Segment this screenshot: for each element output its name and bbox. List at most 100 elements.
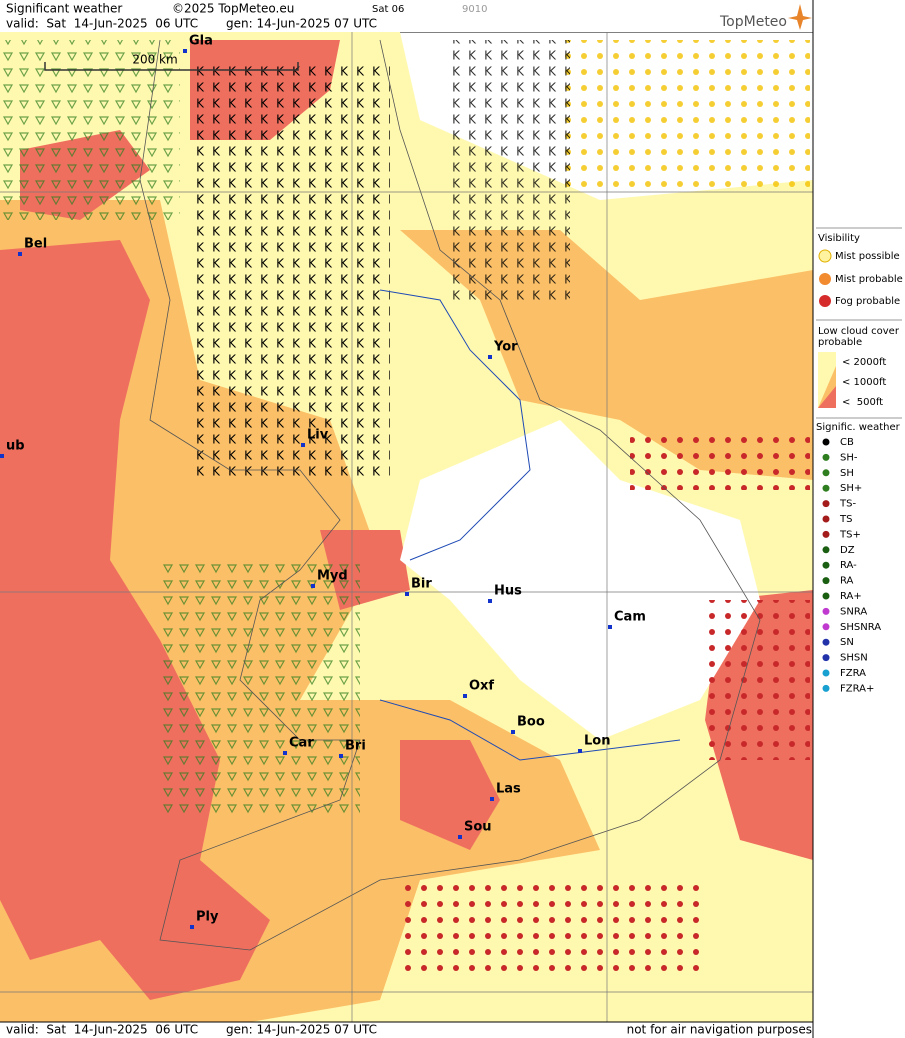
- shower-area-2: [160, 560, 360, 820]
- legend-title: Low cloud cover probable: [818, 326, 900, 348]
- legend-item: FZRA+: [840, 683, 874, 694]
- legend-item: Mist probable: [835, 274, 903, 285]
- fog-dots-ne: [630, 430, 810, 490]
- city-marker: [578, 749, 582, 753]
- footer-gen: gen: 14-Jun-2025 07 UTC: [226, 1023, 377, 1037]
- city-marker: [183, 49, 187, 53]
- header: Significant weather ©2025 TopMeteo.eu Sa…: [0, 0, 813, 32]
- city-label: Oxf: [469, 679, 494, 694]
- legend-symbol: [822, 530, 830, 538]
- city-marker: [608, 625, 612, 629]
- low-cloud-500f: [400, 740, 500, 850]
- legend: Visibility Mist possible Mist probable F…: [812, 0, 903, 1038]
- city-label: Car: [289, 736, 314, 751]
- city-marker: [511, 730, 515, 734]
- city-labels: Gla Bel Yor Liv ub Myd Bir Hus Cam Oxf Boo Car Bri Lo…: [0, 34, 646, 929]
- legend-symbol: [822, 577, 830, 585]
- legend-item: FZRA: [840, 668, 866, 679]
- city-label: ub: [6, 439, 25, 454]
- city-marker: [405, 592, 409, 596]
- city-label: Las: [496, 782, 521, 797]
- legend-symbol: [822, 669, 830, 677]
- city-label: Liv: [307, 428, 329, 443]
- legend-title: Signific. weather: [816, 422, 901, 433]
- legend-item: TS+: [839, 529, 861, 540]
- legend-item: < 1000ft: [842, 377, 886, 388]
- legend-item: SH: [840, 468, 854, 479]
- legend-symbol: [822, 623, 830, 631]
- coastline: [139, 39, 761, 951]
- city-marker: [458, 835, 462, 839]
- legend-item: Fog probable: [835, 296, 900, 307]
- mist-dots: [560, 40, 810, 190]
- legend-item: CB: [840, 437, 854, 448]
- legend-item: TS: [839, 514, 852, 525]
- run: Sat 06: [372, 4, 404, 15]
- city-label: Bel: [24, 237, 47, 252]
- legend-item: SN: [840, 637, 854, 648]
- legend-symbol: [822, 500, 830, 508]
- city-marker: [488, 599, 492, 603]
- city-label: Hus: [494, 584, 522, 599]
- legend-item: SH+: [840, 483, 862, 494]
- code: 9010: [462, 4, 487, 15]
- clear-land: [400, 420, 760, 740]
- legend-symbol: [822, 546, 830, 554]
- legend-item: SHSNRA: [840, 622, 881, 633]
- legend-symbol: [822, 638, 830, 646]
- scale-bar: [44, 62, 299, 71]
- footer-valid: valid: Sat 14-Jun-2025 06 UTC: [6, 1023, 198, 1037]
- legend-item: RA+: [840, 591, 862, 602]
- city-label: Yor: [493, 340, 518, 355]
- logo: [788, 4, 812, 30]
- scale-label: 200 km: [132, 53, 177, 67]
- shower-area: [0, 40, 180, 220]
- ts-area: [190, 60, 390, 480]
- legend-item: < 2000ft: [842, 357, 886, 368]
- brand: TopMeteo: [719, 14, 787, 30]
- city-marker: [190, 925, 194, 929]
- legend-item: RA: [840, 576, 854, 587]
- city-label: Gla: [189, 34, 213, 49]
- map: 200 km: [0, 31, 814, 1023]
- legend-title: Visibility: [818, 233, 860, 244]
- city-marker: [490, 797, 494, 801]
- legend-symbol: [822, 438, 830, 446]
- legend-symbol: [822, 453, 830, 461]
- legend-item: Mist possible: [835, 251, 900, 262]
- valid: valid: Sat 14-Jun-2025 06 UTC: [6, 17, 198, 31]
- gen: gen: 14-Jun-2025 07 UTC: [226, 17, 377, 31]
- city-label: Cam: [614, 610, 646, 625]
- legend-item: < 500ft: [842, 397, 883, 408]
- legend-symbol: [822, 684, 830, 692]
- city-label: Bir: [411, 577, 432, 592]
- legend-symbol: [822, 607, 830, 615]
- fog-dots: [400, 880, 700, 980]
- footer-note: not for air navigation purposes: [627, 1023, 812, 1037]
- legend-item: DZ: [840, 545, 855, 556]
- city-marker: [488, 355, 492, 359]
- legend-item: SNRA: [840, 606, 867, 617]
- city-marker: [339, 754, 343, 758]
- river: [379, 289, 681, 761]
- ts-area-2: [450, 40, 570, 300]
- city-label: Boo: [517, 715, 545, 730]
- legend-symbol: [822, 469, 830, 477]
- legend-item: RA-: [840, 560, 857, 571]
- city-label: Ply: [196, 910, 219, 925]
- fog-dots-se: [700, 600, 810, 760]
- city-label: Lon: [584, 734, 610, 749]
- city-marker: [283, 751, 287, 755]
- city-marker: [463, 694, 467, 698]
- legend-symbol: [822, 561, 830, 569]
- legend-item: TS-: [839, 499, 856, 510]
- legend-symbol: [822, 654, 830, 662]
- title: Significant weather: [6, 2, 122, 16]
- city-marker: [301, 443, 305, 447]
- copyright: ©2025 TopMeteo.eu: [172, 2, 294, 16]
- city-label: Bri: [345, 739, 366, 754]
- city-label: Myd: [317, 569, 348, 584]
- city-marker: [18, 252, 22, 256]
- city-label: Sou: [464, 820, 492, 835]
